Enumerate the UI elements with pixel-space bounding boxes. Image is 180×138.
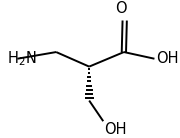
Text: O: O [116,1,127,16]
Text: H$_2$N: H$_2$N [7,49,36,68]
Text: OH: OH [156,51,179,66]
Text: OH: OH [104,122,127,137]
